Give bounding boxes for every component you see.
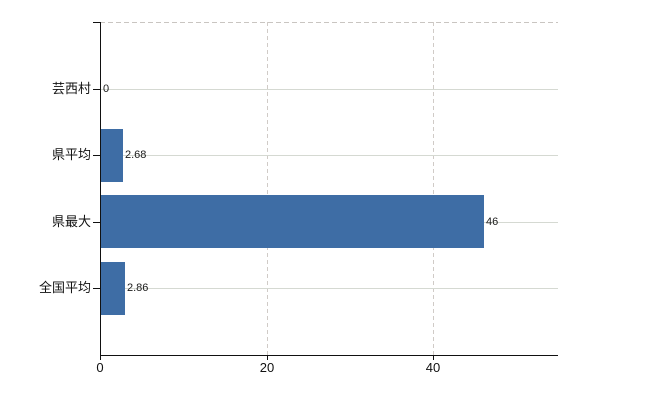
y-axis-line [100,22,101,355]
x-tick [433,355,434,360]
plot-top-border [100,22,558,23]
y-tick [93,155,100,156]
bar-value-label: 46 [486,216,499,228]
x-axis-line [100,355,558,356]
bar-value-label: 2.68 [125,149,147,161]
h-gridline [101,288,558,289]
plot-area: 0 2.68 46 2.86 [93,22,558,356]
bar-県平均 [101,129,123,182]
x-tick-label: 40 [425,360,441,375]
bar-value-label: 2.86 [127,282,149,294]
y-tick [93,222,100,223]
x-tick [100,355,101,360]
h-gridline [101,155,558,156]
h-gridline [101,89,558,90]
v-gridline [433,22,434,355]
bar-value-label: 0 [103,83,110,95]
category-label: 全国平均 [38,280,91,295]
y-tick [93,288,100,289]
category-label: 芸西村 [51,81,91,96]
y-axis-top-cap [93,22,100,23]
bar-県最大 [101,195,484,248]
x-tick [267,355,268,360]
v-gridline [267,22,268,355]
bar-全国平均 [101,262,125,315]
category-label: 県平均 [51,147,91,162]
category-label: 県最大 [51,214,91,229]
x-tick-label: 20 [259,360,275,375]
y-tick [93,89,100,90]
x-tick-label: 0 [96,360,104,375]
